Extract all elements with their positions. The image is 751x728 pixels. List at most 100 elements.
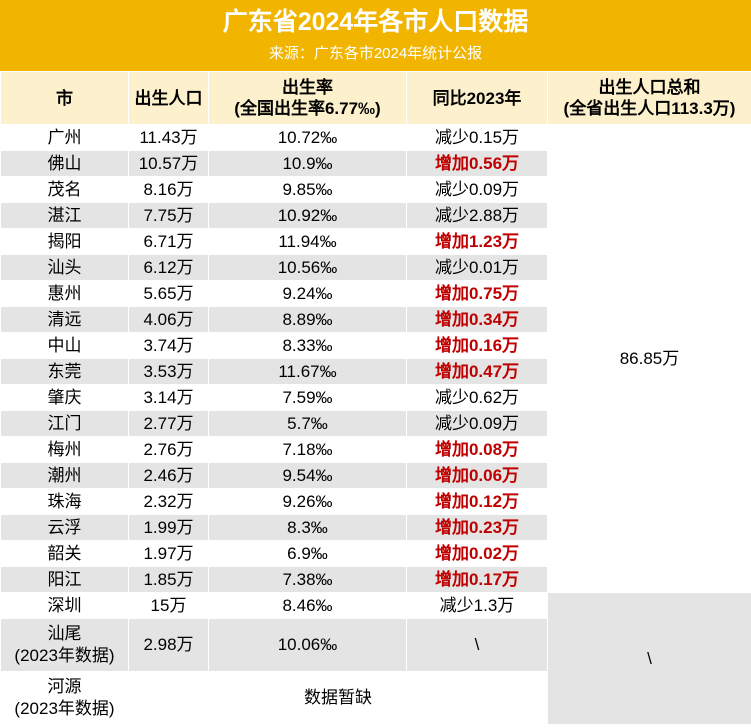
increase-value: 增加0.12万 (434, 491, 520, 511)
cell-births: 10.57万 (128, 150, 209, 177)
cell-yoy: 增加0.75万 (406, 280, 548, 307)
table-body: 广州 11.43万 10.72‰ 减少0.15万 86.85万 佛山 10.57万 10.9‰… (0, 124, 751, 725)
cell-city: 云浮 (0, 514, 129, 541)
cell-yoy: 减少0.09万 (406, 410, 548, 437)
city-name: 河源 (47, 677, 82, 696)
cell-births: 2.46万 (128, 462, 209, 489)
table-row-heyuan: 河源 (2023年数据) 数据暂缺 (0, 671, 751, 725)
cell-births: 8.16万 (128, 176, 209, 203)
increase-value: 增加1.23万 (434, 231, 520, 251)
cell-yoy: 增加0.02万 (406, 540, 548, 567)
cell-births: 6.71万 (128, 228, 209, 255)
table-row: 东莞 3.53万 11.67‰ 增加0.47万 (0, 358, 751, 385)
cell-yoy: 增加0.12万 (406, 488, 548, 515)
cell-city: 广州 (0, 124, 129, 151)
cell-births: 7.75万 (128, 202, 209, 229)
header-rate-line1: 出生率 (282, 78, 333, 97)
header-yoy: 同比2023年 (406, 71, 548, 125)
cell-yoy: 减少1.3万 (406, 592, 548, 619)
cell-rate: 5.7‰ (208, 410, 407, 437)
header-total-line1: 出生人口总和 (598, 78, 701, 97)
cell-city: 惠州 (0, 280, 129, 307)
cell-rate: 10.56‰ (208, 254, 407, 281)
cell-yoy: 增加0.08万 (406, 436, 548, 463)
cell-rate: 10.9‰ (208, 150, 407, 177)
total-births-cell: 86.85万 (547, 124, 751, 593)
header-rate-line2: (全国出生率6.77‰) (234, 99, 381, 118)
cell-yoy: 减少0.09万 (406, 176, 548, 203)
cell-births: 2.98万 (128, 618, 209, 672)
table-row: 汕头 6.12万 10.56‰ 减少0.01万 (0, 254, 751, 281)
cell-yoy: 减少0.62万 (406, 384, 548, 411)
cell-births: 3.74万 (128, 332, 209, 359)
header-total-line2: (全省出生人口113.3万) (563, 99, 736, 118)
cell-rate: 8.3‰ (208, 514, 407, 541)
cell-yoy: 增加0.16万 (406, 332, 548, 359)
cell-yoy: 增加1.23万 (406, 228, 548, 255)
cell-yoy: 增加0.47万 (406, 358, 548, 385)
table-row: 广州 11.43万 10.72‰ 减少0.15万 86.85万 (0, 124, 751, 593)
increase-value: 增加0.75万 (434, 283, 520, 303)
cell-city: 清远 (0, 306, 129, 333)
page-subtitle: 来源：广东各市2024年统计公报 (268, 45, 483, 62)
cell-city: 珠海 (0, 488, 129, 515)
cell-births: 1.99万 (128, 514, 209, 541)
increase-value: 增加0.02万 (434, 543, 520, 563)
population-table: 市 出生人口 出生率 (全国出生率6.77‰) 同比2023年 出生人口总和 (… (0, 71, 751, 725)
header-rate: 出生率 (全国出生率6.77‰) (208, 71, 407, 125)
cell-city: 深圳 (0, 592, 129, 619)
cell-city: 佛山 (0, 150, 129, 177)
cell-yoy: 减少0.01万 (406, 254, 548, 281)
cell-rate: 7.59‰ (208, 384, 407, 411)
cell-city: 梅州 (0, 436, 129, 463)
cell-births: 5.65万 (128, 280, 209, 307)
total-placeholder-cell: \ (547, 592, 751, 725)
cell-births: 2.77万 (128, 410, 209, 437)
cell-births: 1.97万 (128, 540, 209, 567)
cell-city: 中山 (0, 332, 129, 359)
cell-rate: 8.33‰ (208, 332, 407, 359)
increase-value: 增加0.17万 (434, 569, 520, 589)
cell-city: 阳江 (0, 566, 129, 593)
cell-births: 15万 (128, 592, 209, 619)
cell-births: 11.43万 (128, 124, 209, 151)
cell-rate: 11.67‰ (208, 358, 407, 385)
cell-city: 汕头 (0, 254, 129, 281)
city-name: 汕尾 (47, 624, 82, 643)
cell-yoy: \ (406, 618, 548, 672)
table-row-shanwei: 汕尾 (2023年数据) 2.98万 10.06‰ \ (0, 618, 751, 672)
cell-rate: 10.92‰ (208, 202, 407, 229)
cell-births: 4.06万 (128, 306, 209, 333)
cell-rate: 7.38‰ (208, 566, 407, 593)
cell-rate: 10.72‰ (208, 124, 407, 151)
cell-rate: 8.46‰ (208, 592, 407, 619)
cell-city: 潮州 (0, 462, 129, 489)
table-row-shenzhen: 深圳 15万 8.46‰ 减少1.3万 \ (0, 592, 751, 725)
cell-rate: 11.94‰ (208, 228, 407, 255)
increase-value: 增加0.23万 (434, 517, 520, 537)
cell-rate: 9.85‰ (208, 176, 407, 203)
cell-births: 1.85万 (128, 566, 209, 593)
increase-value: 增加0.16万 (434, 335, 520, 355)
cell-yoy: 增加0.06万 (406, 462, 548, 489)
table-header-row: 市 出生人口 出生率 (全国出生率6.77‰) 同比2023年 出生人口总和 (… (0, 71, 751, 125)
table-row: 佛山 10.57万 10.9‰ 增加0.56万 (0, 150, 751, 177)
cell-city: 汕尾 (2023年数据) (0, 618, 129, 672)
cell-yoy: 增加0.34万 (406, 306, 548, 333)
table-row: 茂名 8.16万 9.85‰ 减少0.09万 (0, 176, 751, 203)
cell-rate: 10.06‰ (208, 618, 407, 672)
cell-city: 茂名 (0, 176, 129, 203)
table-row: 中山 3.74万 8.33‰ 增加0.16万 (0, 332, 751, 359)
header-births: 出生人口 (128, 71, 209, 125)
cell-city: 湛江 (0, 202, 129, 229)
city-note: (2023年数据) (14, 646, 115, 665)
cell-rate: 9.54‰ (208, 462, 407, 489)
increase-value: 增加0.08万 (434, 439, 520, 459)
table-row: 珠海 2.32万 9.26‰ 增加0.12万 (0, 488, 751, 515)
missing-data-cell: 数据暂缺 (128, 671, 548, 725)
cell-yoy: 增加0.23万 (406, 514, 548, 541)
increase-value: 增加0.06万 (434, 465, 520, 485)
cell-city: 东莞 (0, 358, 129, 385)
cell-rate: 6.9‰ (208, 540, 407, 567)
